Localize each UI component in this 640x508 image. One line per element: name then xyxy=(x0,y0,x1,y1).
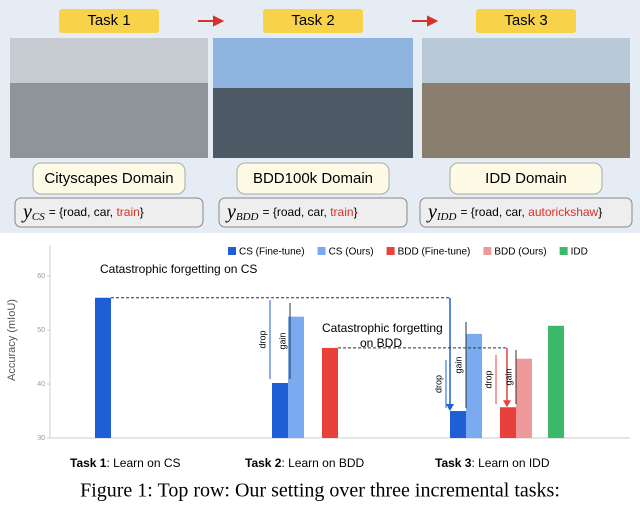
task-title: Task 3 xyxy=(504,12,547,29)
task-name: Task 1 xyxy=(70,456,107,470)
set-subscript: BDD xyxy=(236,211,259,223)
label-set: yBDD = {road, car, train} xyxy=(225,201,358,223)
annotation: gain xyxy=(453,356,463,373)
task-desc: : Learn on CS xyxy=(106,456,180,470)
task-title: Task 1 xyxy=(87,12,130,29)
scene-images xyxy=(10,38,630,158)
task-name: Task 2 xyxy=(245,456,282,470)
task-arrows xyxy=(198,15,439,27)
bar xyxy=(466,333,482,438)
annotation: Catastrophic forgetting xyxy=(322,321,443,335)
set-symbol: y xyxy=(225,201,236,223)
legend-label: CS (Fine-tune) xyxy=(239,247,305,258)
domain-box xyxy=(236,162,390,195)
legend-label: BDD (Ours) xyxy=(494,247,546,258)
caption: Figure 1: Top row: Our setting over thre… xyxy=(80,480,560,502)
set-prefix: = {road, car, xyxy=(263,205,331,219)
set-highlight: train xyxy=(116,205,139,219)
task-box xyxy=(476,9,576,33)
image-sky xyxy=(213,38,413,88)
bar xyxy=(272,382,288,438)
legend-swatch xyxy=(386,247,395,255)
set-suffix: } xyxy=(598,205,602,219)
legend-swatch xyxy=(317,247,326,255)
set-subscript: CS xyxy=(32,211,45,223)
task-desc: : Learn on IDD xyxy=(471,456,549,470)
annotation: drop xyxy=(433,375,443,393)
x-tick-label: Task 2: Learn on BDD xyxy=(245,456,365,470)
label-set-box xyxy=(218,197,408,228)
y-tick-label: 50 xyxy=(37,327,45,334)
label-set-box xyxy=(419,197,633,228)
domain-label: Cityscapes Domain xyxy=(44,170,173,187)
bar xyxy=(516,358,532,438)
annotation: drop xyxy=(257,330,267,348)
arrow-head xyxy=(427,15,439,27)
bar xyxy=(288,316,304,438)
image-sky xyxy=(10,38,208,83)
annotation: gain xyxy=(277,332,287,349)
y-axis-label: Accuracy (mIoU) xyxy=(6,299,18,381)
task-title: Task 2 xyxy=(291,12,334,29)
label-set: yIDD = {road, car, autorickshaw} xyxy=(426,201,602,223)
annotation: on BDD xyxy=(360,336,402,350)
set-symbol: y xyxy=(21,201,32,223)
x-tick-label: Task 1: Learn on CS xyxy=(70,456,181,470)
set-prefix: = {road, car, xyxy=(460,205,528,219)
bar xyxy=(500,407,516,438)
task-box xyxy=(59,9,159,33)
legend-swatch xyxy=(228,247,236,255)
image-sky xyxy=(422,38,630,83)
set-highlight: train xyxy=(330,205,353,219)
task-desc: : Learn on BDD xyxy=(281,456,364,470)
label-set-box xyxy=(14,197,204,228)
set-suffix: } xyxy=(140,205,144,219)
set-prefix: = {road, car, xyxy=(49,205,117,219)
task-box xyxy=(263,9,363,33)
set-highlight: autorickshaw xyxy=(528,205,598,219)
arrow-head xyxy=(213,15,225,27)
set-suffix: } xyxy=(354,205,358,219)
set-subscript: IDD xyxy=(436,211,457,223)
domain-label: BDD100k Domain xyxy=(253,170,373,187)
y-tick-label: 40 xyxy=(37,381,45,388)
legend-label: BDD (Fine-tune) xyxy=(398,247,471,258)
bar xyxy=(322,347,338,438)
x-tick-label: Task 3: Learn on IDD xyxy=(435,456,550,470)
legend-label: CS (Ours) xyxy=(329,247,374,258)
task-name: Task 3 xyxy=(435,456,472,470)
annotation: drop xyxy=(483,370,493,388)
domain-box xyxy=(449,162,603,195)
label-set: yCS = {road, car, train} xyxy=(21,201,144,223)
y-tick-label: 60 xyxy=(37,273,45,280)
y-tick-label: 30 xyxy=(37,435,45,442)
bar xyxy=(95,297,111,438)
annotation: Catastrophic forgetting on CS xyxy=(100,262,257,276)
set-symbol: y xyxy=(426,201,437,223)
bar xyxy=(450,411,466,438)
legend-swatch xyxy=(483,247,492,255)
domain-label: IDD Domain xyxy=(485,170,567,187)
arrow-head xyxy=(446,404,454,412)
bar xyxy=(548,325,564,438)
arrow-head xyxy=(503,400,511,408)
legend-label: IDD xyxy=(571,247,588,258)
annotation: gain xyxy=(503,368,513,385)
legend-swatch xyxy=(559,247,568,255)
domain-box xyxy=(32,162,186,195)
